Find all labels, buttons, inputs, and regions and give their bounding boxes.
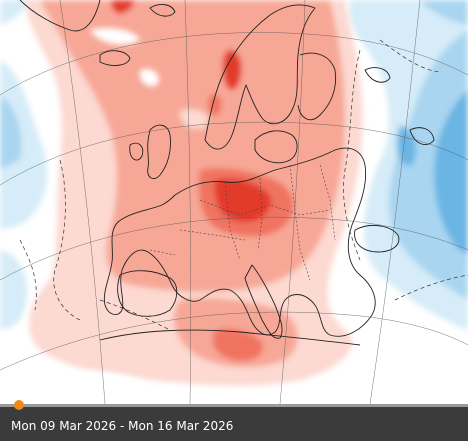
date-range-label: Mon 09 Mar 2026 - Mon 16 Mar 2026: [11, 419, 234, 433]
timeline-track[interactable]: [0, 400, 468, 410]
map-canvas: [0, 0, 468, 404]
neutral-patches: [60, 28, 400, 404]
forecast-map[interactable]: [0, 0, 468, 404]
timeline-bar: Mon 09 Mar 2026 - Mon 16 Mar 2026: [0, 400, 468, 441]
cool-anomaly-layer: [0, 0, 468, 330]
warm-anomaly-layer: [25, 0, 363, 386]
timeline-slider-handle[interactable]: [14, 400, 24, 410]
country-borders: [149, 164, 336, 281]
anomaly-contours: [19, 39, 468, 331]
coastlines: [19, 0, 435, 346]
graticule: [0, 0, 468, 404]
